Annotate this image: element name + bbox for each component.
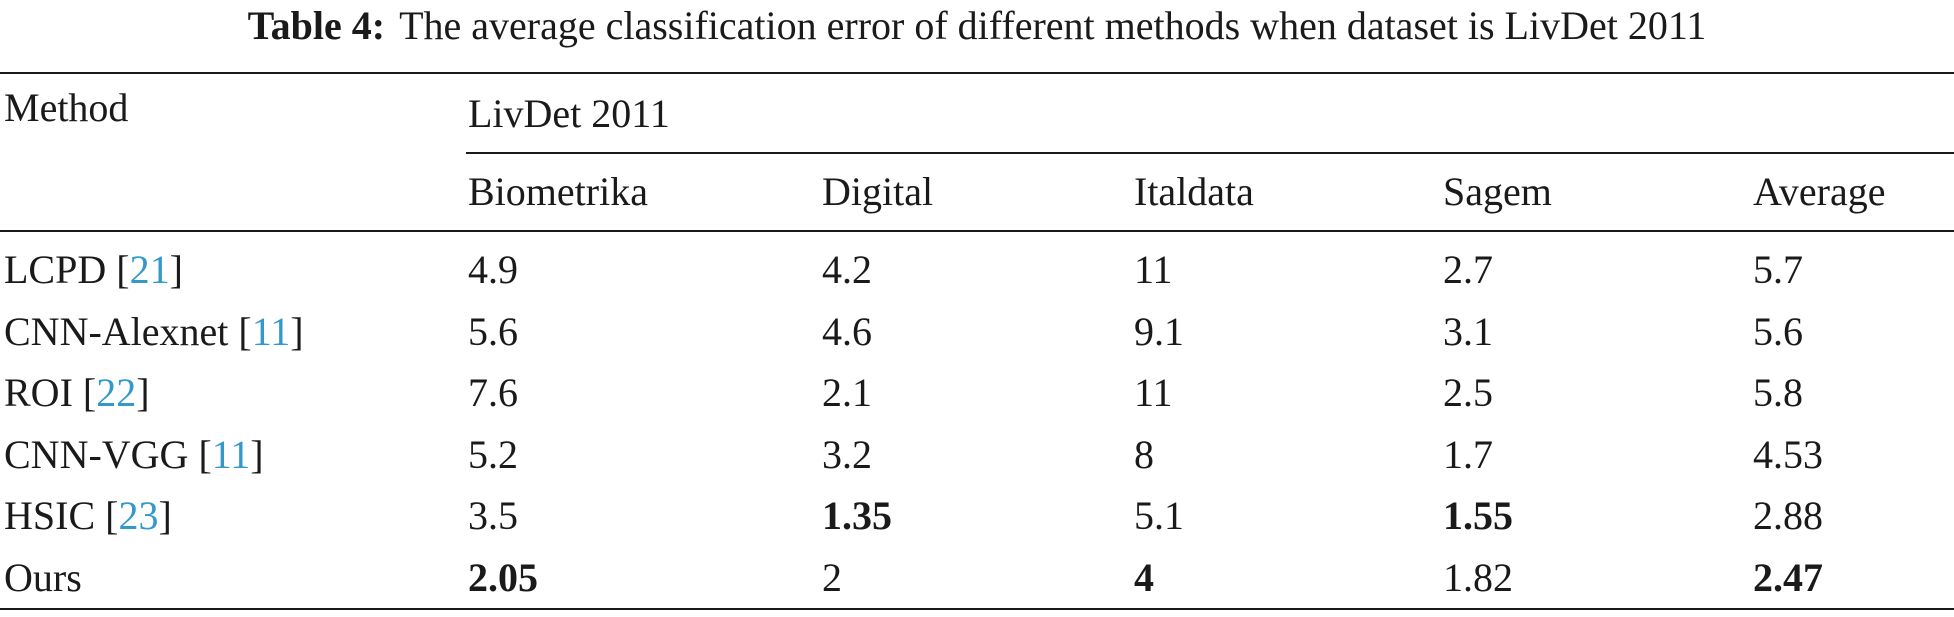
table-cell: 5.8 — [1753, 370, 1803, 415]
table-row-method: HSIC [23] — [4, 493, 172, 538]
table-row-method: Ours — [4, 554, 82, 602]
table-row-method: LCPD [21] — [4, 247, 183, 292]
table-cell: 2.88 — [1753, 493, 1823, 538]
table-cell: 1.7 — [1443, 432, 1493, 477]
citation-link[interactable]: 11 — [251, 309, 291, 354]
table-cell: 5.1 — [1134, 493, 1184, 538]
method-name: LCPD — [4, 247, 107, 292]
table-row-method: CNN-Alexnet [11] — [4, 309, 304, 354]
table-cell: 5.7 — [1753, 247, 1803, 292]
table-cell: 1.35 — [822, 493, 892, 538]
table-cell: 9.1 — [1134, 309, 1184, 354]
citation-link[interactable]: 21 — [129, 247, 170, 292]
header-group-livdet: LivDet 2011 — [468, 91, 670, 136]
citation-link[interactable]: 11 — [211, 432, 251, 477]
table-row-method: ROI [22] — [4, 370, 150, 415]
header-col-italdata: Italdata — [1134, 169, 1254, 214]
table-cell: 3.1 — [1443, 309, 1493, 354]
table-caption: Table 4: The average classification error… — [0, 0, 1954, 52]
header-col-sagem: Sagem — [1443, 169, 1552, 214]
table-cell: 3.2 — [822, 432, 872, 477]
table-cell: 11 — [1134, 370, 1173, 415]
method-name: Ours — [4, 555, 82, 600]
top-rule — [0, 72, 1954, 74]
caption-text: The average classification error of diff… — [399, 3, 1707, 48]
table-cell: 11 — [1134, 247, 1173, 292]
table-cell: 3.5 — [468, 493, 518, 538]
table-cell: 5.6 — [1753, 309, 1803, 354]
table-cell: 4 — [1134, 555, 1154, 600]
table-cell: 1.55 — [1443, 493, 1513, 538]
table-row-method: CNN-VGG [11] — [4, 432, 264, 477]
header-col-digital: Digital — [822, 169, 934, 214]
table-cell: 2 — [822, 555, 842, 600]
caption-label: Table 4: — [247, 3, 386, 48]
table-cell: 4.53 — [1753, 432, 1823, 477]
table-cell: 1.82 — [1443, 555, 1513, 600]
table-cell: 5.6 — [468, 309, 518, 354]
citation-link[interactable]: 23 — [118, 493, 159, 538]
method-name: CNN-Alexnet — [4, 309, 229, 354]
table-cell: 2.5 — [1443, 370, 1493, 415]
table-cell: 7.6 — [468, 370, 518, 415]
bottom-rule — [0, 608, 1954, 610]
header-bottom-rule — [0, 230, 1954, 232]
table-cell: 2.47 — [1753, 555, 1823, 600]
group-rule — [466, 152, 1954, 154]
table-cell: 4.2 — [822, 247, 872, 292]
table-cell: 8 — [1134, 432, 1154, 477]
header-col-average: Average — [1753, 169, 1886, 214]
table-cell: 2.05 — [468, 555, 538, 600]
header-method: Method — [4, 85, 129, 130]
header-col-biometrika: Biometrika — [468, 169, 648, 214]
table-cell: 4.9 — [468, 247, 518, 292]
table-cell: 2.1 — [822, 370, 872, 415]
method-name: CNN-VGG — [4, 432, 189, 477]
method-name: ROI — [4, 370, 73, 415]
table-cell: 5.2 — [468, 432, 518, 477]
citation-link[interactable]: 22 — [96, 370, 137, 415]
table-cell: 2.7 — [1443, 247, 1493, 292]
method-name: HSIC — [4, 493, 96, 538]
table-cell: 4.6 — [822, 309, 872, 354]
